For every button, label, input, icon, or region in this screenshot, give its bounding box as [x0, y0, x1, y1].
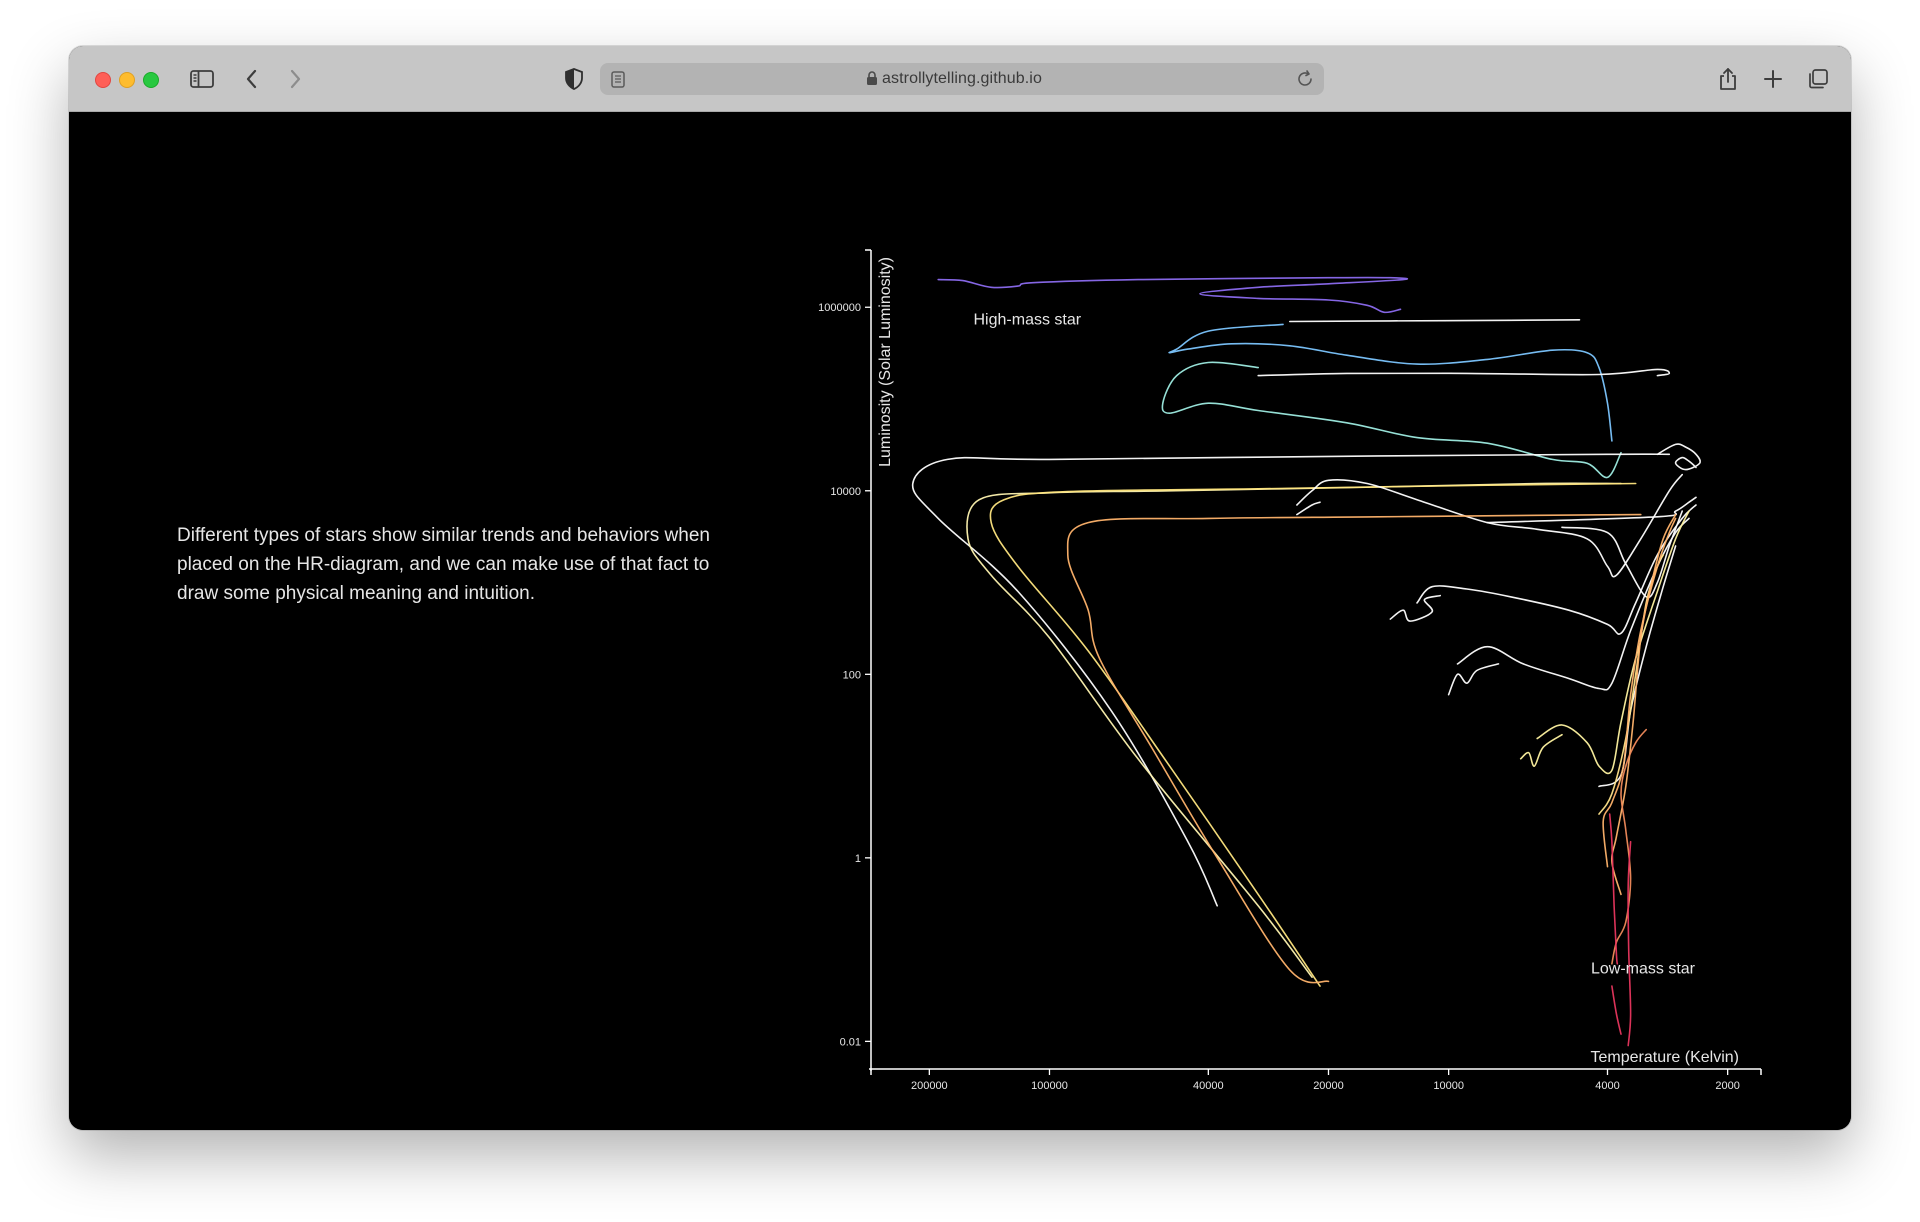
evolution-track-6 — [911, 453, 1671, 907]
y-tick-label: 10000 — [830, 486, 861, 498]
evolution-track-19 — [1519, 733, 1563, 767]
url-text: astrollytelling.github.io — [882, 70, 1042, 87]
evolution-track-10 — [1296, 473, 1683, 578]
x-tick-label: 10000 — [1433, 1080, 1464, 1092]
x-tick-label: 40000 — [1193, 1080, 1224, 1092]
evolution-track-3 — [1289, 319, 1581, 323]
evolution-track-16 — [1447, 663, 1500, 696]
evolution-track-4 — [1161, 361, 1622, 479]
browser-toolbar: astrollytelling.github.io — [69, 46, 1851, 112]
evolution-track-11 — [1296, 501, 1321, 516]
evolution-track-1 — [937, 276, 1409, 314]
back-arrow-icon[interactable] — [239, 66, 265, 92]
evolution-track-21 — [1598, 554, 1664, 815]
x-tick-label: 4000 — [1595, 1080, 1619, 1092]
evolution-track-25 — [1066, 513, 1642, 984]
browser-window: astrollytelling.github.io Different type… — [69, 46, 1851, 1130]
x-tick-label: 200000 — [911, 1080, 948, 1092]
evolution-track-5 — [1257, 368, 1671, 377]
evolution-track-22 — [1602, 517, 1677, 868]
x-tick-label: 20000 — [1313, 1080, 1344, 1092]
close-window-button[interactable] — [95, 72, 111, 88]
x-tick-label: 2000 — [1715, 1080, 1739, 1092]
evolution-track-15 — [1456, 517, 1690, 691]
chart-annotation: High-mass star — [974, 311, 1082, 328]
evolution-track-2 — [1168, 323, 1613, 442]
forward-arrow-icon[interactable] — [282, 66, 308, 92]
lock-icon — [866, 71, 878, 91]
sidebar-toggle-icon[interactable] — [189, 66, 215, 92]
evolution-track-28 — [1611, 985, 1622, 1035]
evolution-track-24 — [1611, 728, 1647, 965]
reload-icon[interactable] — [1296, 70, 1314, 93]
evolution-track-27 — [1627, 840, 1632, 1047]
evolution-track-7 — [1656, 443, 1701, 471]
intro-caption: Different types of stars show similar tr… — [177, 525, 710, 604]
minimize-window-button[interactable] — [119, 72, 135, 88]
new-tab-icon[interactable] — [1760, 66, 1786, 92]
hr-diagram: 0.01 1 100 10000 1000000 200000 100000 40000 200… — [818, 249, 1762, 1092]
y-tick-label: 0.01 — [840, 1036, 861, 1048]
tab-overview-icon[interactable] — [1805, 66, 1831, 92]
evolution-track-9 — [989, 482, 1637, 987]
y-tick-label: 1 — [855, 853, 861, 865]
y-tick-label: 100 — [843, 669, 861, 681]
x-axis-title: Temperature (Kelvin) — [1591, 1049, 1740, 1066]
evolution-track-23 — [1610, 513, 1677, 896]
evolution-track-17 — [1561, 510, 1683, 599]
page-content: Different types of stars show similar tr… — [69, 112, 1851, 1130]
zoom-window-button[interactable] — [143, 72, 159, 88]
address-bar[interactable]: astrollytelling.github.io — [600, 63, 1324, 95]
chart-annotation: Low-mass star — [1591, 960, 1696, 977]
evolution-track-18 — [1536, 510, 1690, 775]
share-icon[interactable] — [1715, 66, 1741, 92]
evolution-track-8 — [966, 482, 1622, 978]
reader-mode-icon[interactable] — [611, 71, 625, 93]
evolution-track-14 — [1389, 594, 1441, 622]
evolution-track-12 — [1486, 496, 1697, 524]
y-tick-label: 1000000 — [818, 302, 861, 314]
privacy-shield-icon[interactable] — [561, 66, 587, 92]
evolution-track-26 — [1608, 813, 1619, 965]
x-tick-label: 100000 — [1031, 1080, 1068, 1092]
y-axis-title: Luminosity (Solar Luminosity) — [877, 257, 894, 467]
